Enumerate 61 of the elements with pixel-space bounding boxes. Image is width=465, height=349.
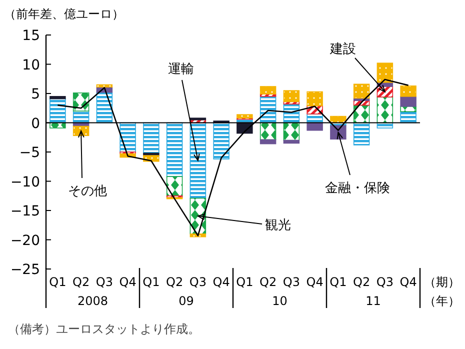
x-tick-label: Q2 [166,275,184,289]
bar [236,114,253,118]
bar [260,86,276,94]
x-axis-title: （期） [424,275,460,289]
text: 金融・保険 [325,181,390,196]
bar [166,122,183,177]
bar [400,85,416,97]
bar [72,92,90,112]
y-tick-label: 10 [22,57,40,74]
text: 2008 [77,294,108,308]
bar [96,84,113,88]
y-tick-label: −15 [10,204,40,220]
y-tick-label: −20 [10,232,40,249]
text: 09 [178,294,194,308]
x-tick-label: Q4 [119,275,136,289]
y-tick-label: 0 [31,116,40,132]
bar [166,176,183,196]
x-tick-label: Q3 [376,275,394,289]
x-tick-label: Q2 [260,275,277,289]
x-tick-label: Q3 [282,275,300,289]
text: 11 [366,294,381,308]
bar [143,122,160,154]
bar [50,96,66,100]
bar [283,90,300,102]
x-tick-label: Q1 [49,275,66,289]
text: その他 [68,184,107,199]
bar [376,62,394,83]
x-tick-label: Q3 [96,275,113,289]
y-tick-label: −10 [10,174,40,190]
bar [400,111,416,124]
x-tick-label: Q4 [400,275,417,289]
y-axis-title: （前年差、億ユーロ） [4,7,124,21]
bar [376,96,394,124]
text: 観光 [265,218,291,233]
x-tick-label: Q4 [212,275,230,289]
x-tick-label: Q1 [330,275,347,289]
x-tick-label: Q1 [236,275,254,289]
y-tick-label: −5 [19,145,40,161]
bar [50,98,66,124]
x-tick-label: Q4 [306,275,324,289]
bar [353,122,370,146]
text: （備考）ユーロスタットより作成。 [8,322,200,336]
bar [283,140,300,144]
bar [306,122,323,131]
bar [190,122,206,199]
x-tick-label: Q2 [72,275,90,289]
text: 建設 [329,42,356,57]
bar [213,122,230,160]
bar [400,96,416,107]
y-tick-label: 15 [22,28,40,44]
x-tick-label: Q3 [189,275,206,289]
bar [353,84,370,99]
text: （年） [424,294,460,308]
y-tick-label: 5 [31,86,40,102]
x-tick-label: Q2 [353,275,370,289]
text: 運輸 [168,62,194,77]
bar [306,91,323,106]
text: 10 [272,294,288,308]
x-tick-label: Q1 [142,275,160,289]
bar [260,139,276,144]
y-tick-label: −25 [10,262,40,278]
